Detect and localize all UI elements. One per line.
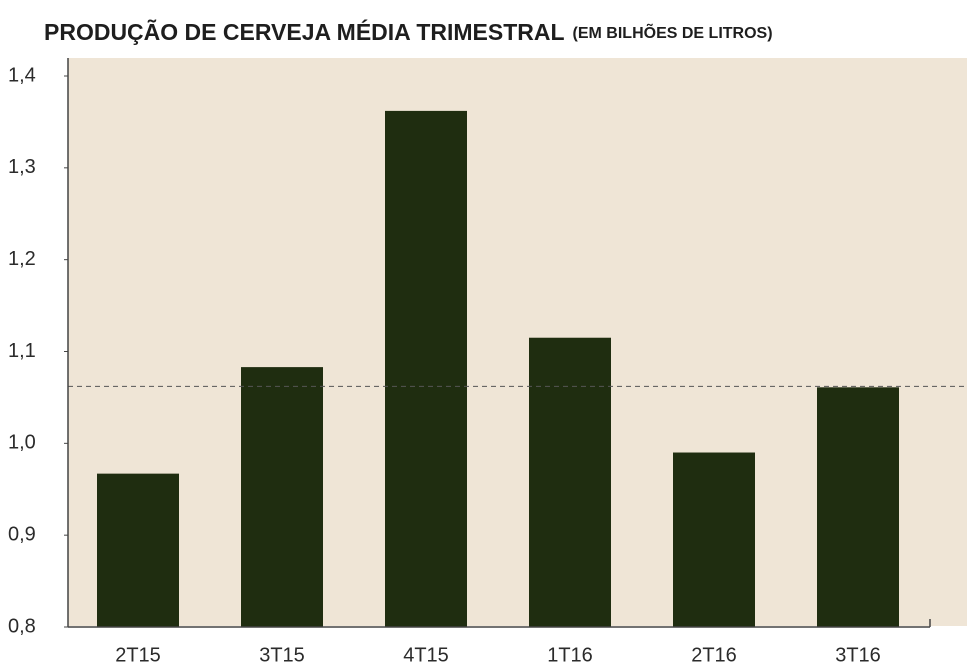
x-tick-label: 2T15 — [115, 644, 161, 666]
title-sub: (EM BILHÕES DE LITROS) — [573, 22, 773, 42]
bar — [817, 387, 899, 627]
bar — [241, 367, 323, 627]
x-tick-label: 3T15 — [259, 644, 305, 666]
y-tick-label: 1,2 — [8, 248, 36, 270]
bar — [97, 473, 179, 627]
x-tick-label: 3T16 — [835, 644, 881, 666]
bar — [529, 337, 611, 627]
y-tick-label: 0,8 — [8, 615, 36, 637]
bar — [673, 452, 755, 627]
y-tick-label: 1,3 — [8, 156, 36, 178]
y-tick-label: 1,1 — [8, 340, 36, 362]
x-tick-label: 1T16 — [547, 644, 593, 666]
y-tick-label: 0,9 — [8, 523, 36, 545]
x-tick-label: 2T16 — [691, 644, 737, 666]
bar — [385, 110, 467, 627]
title-main: PRODUÇÃO DE CERVEJA MÉDIA TRIMESTRAL — [44, 18, 565, 45]
chart-title: PRODUÇÃO DE CERVEJA MÉDIA TRIMESTRAL (EM … — [44, 18, 773, 45]
x-tick-label: 4T15 — [403, 644, 449, 666]
y-tick-label: 1,4 — [8, 64, 36, 86]
y-tick-label: 1,0 — [8, 432, 36, 454]
